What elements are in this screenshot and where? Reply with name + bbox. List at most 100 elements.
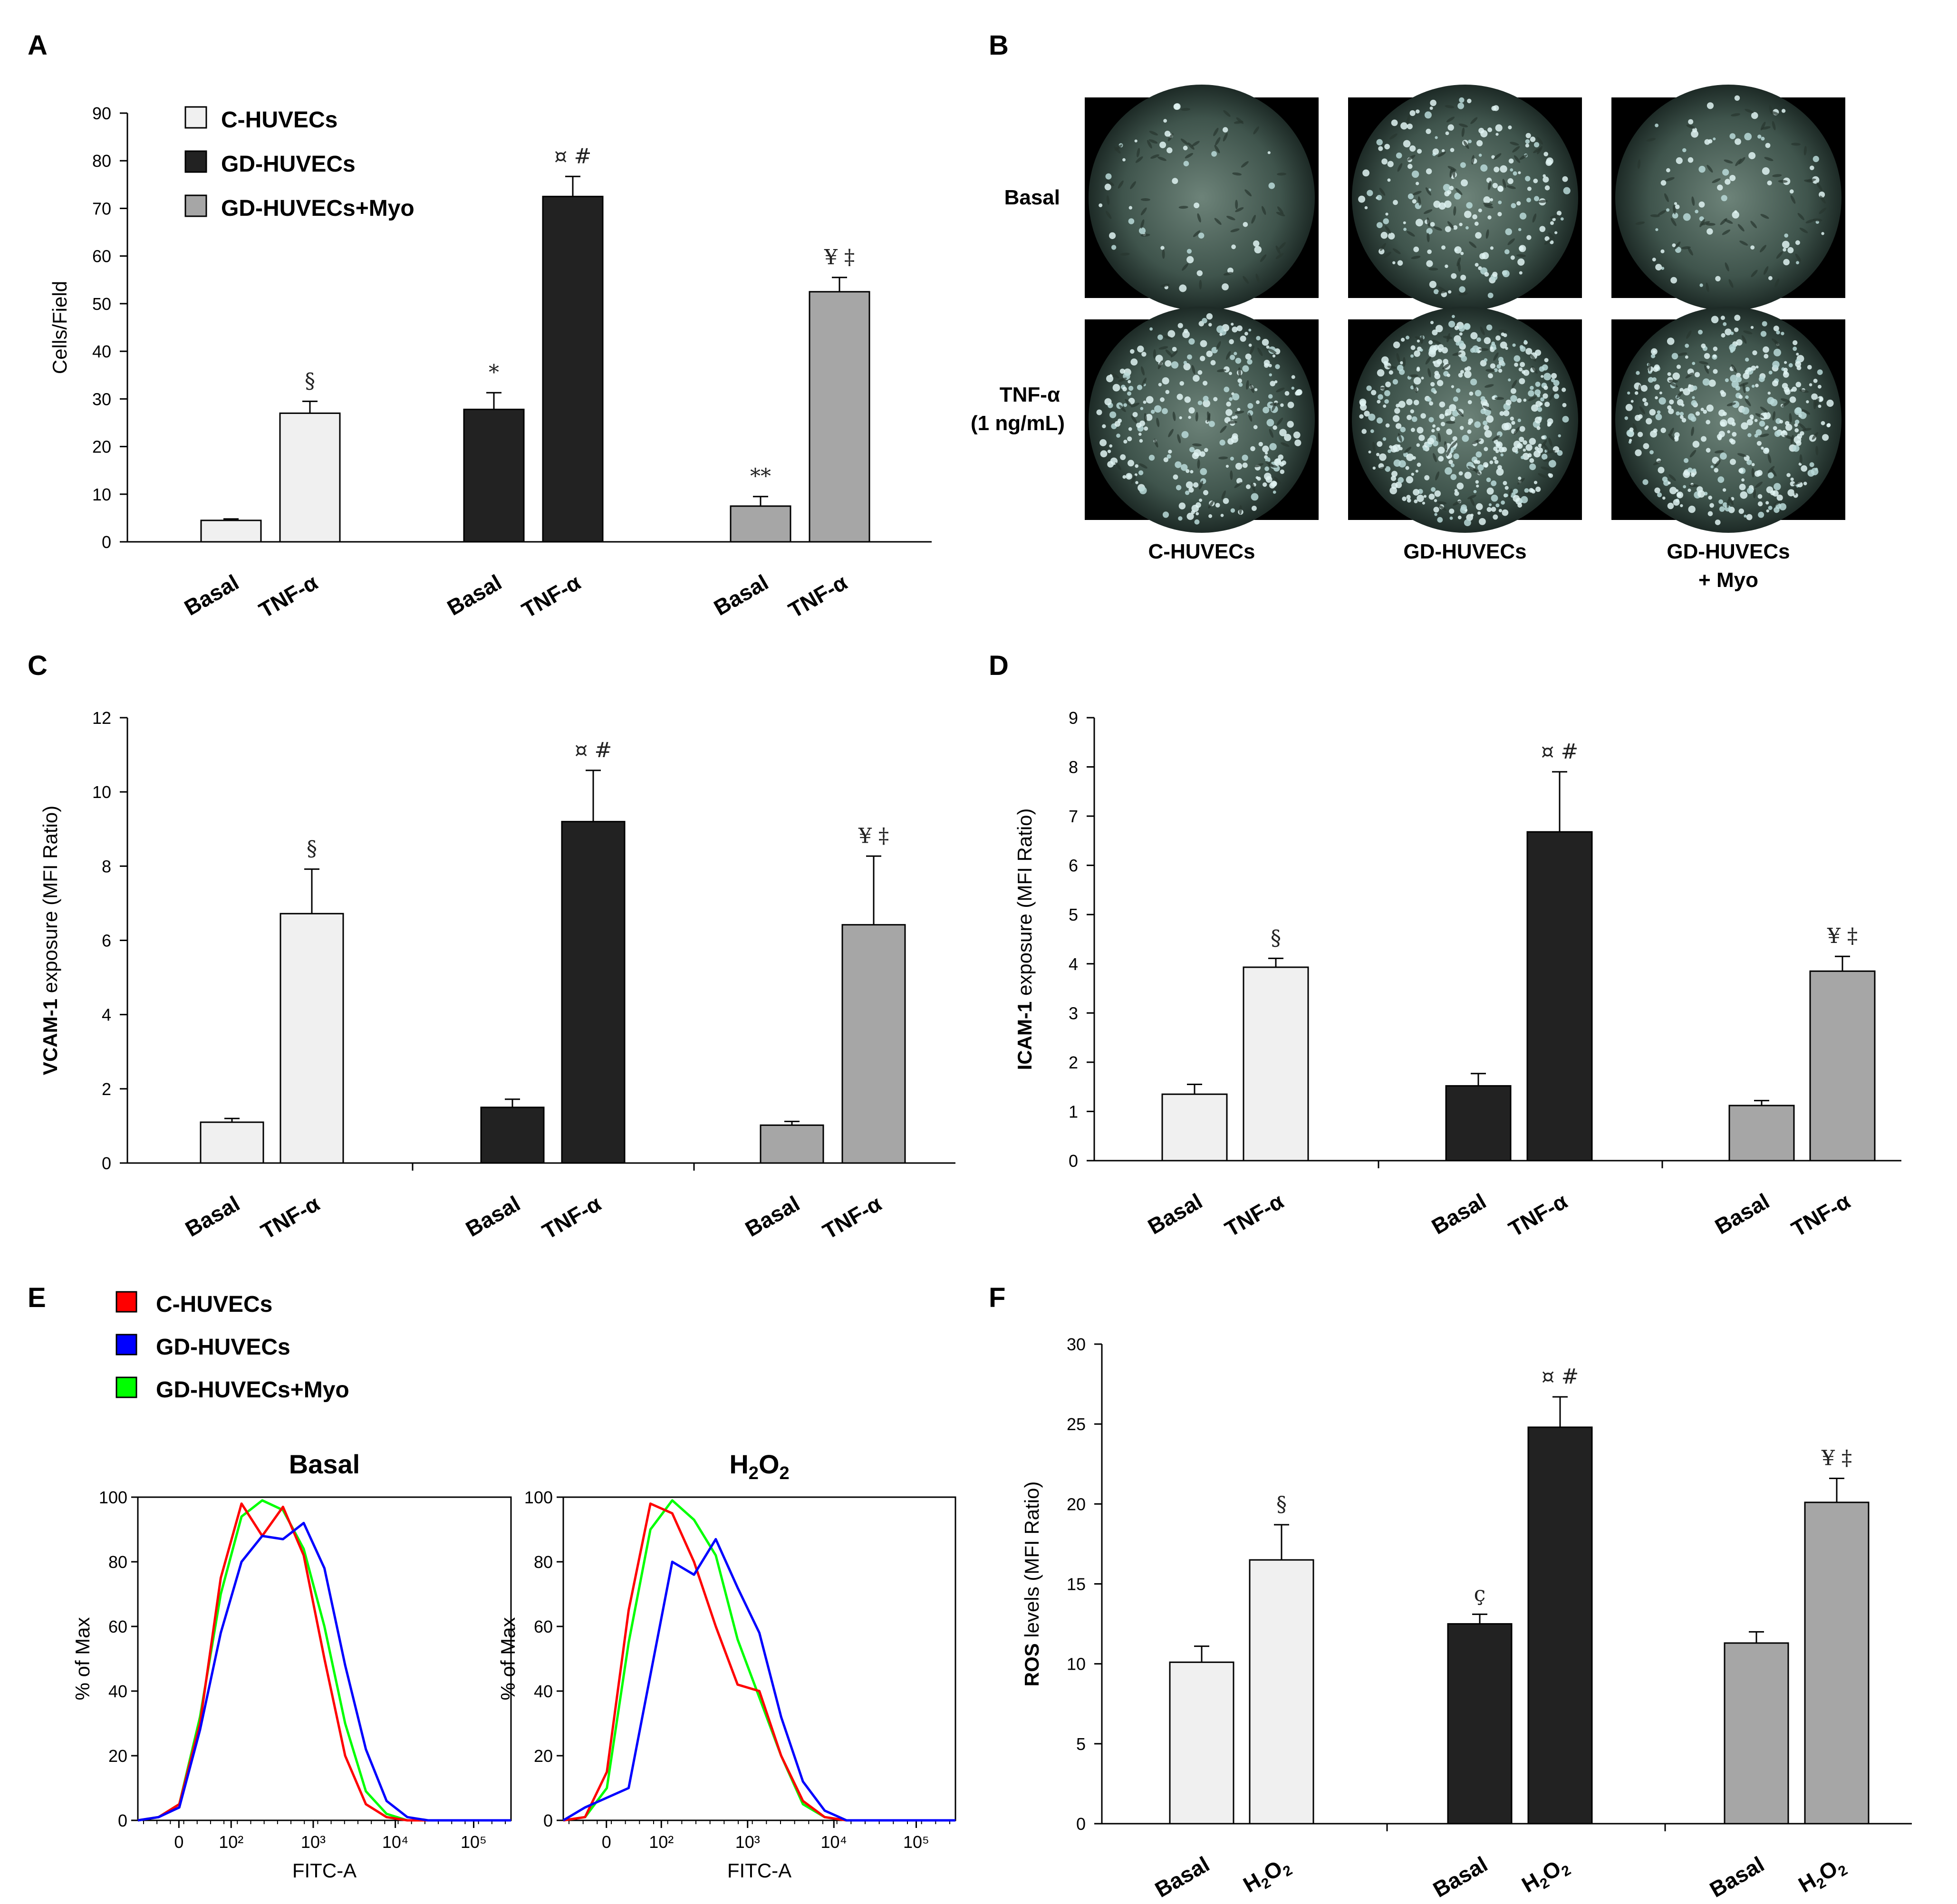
panel-label-b: B [989,30,1009,61]
cell-dot [1460,275,1466,280]
cell-dot [1417,427,1424,434]
cell-dot [1398,401,1406,408]
cell-dot [1707,511,1713,517]
cell-dot [1430,99,1436,106]
cell-dot [1520,362,1525,367]
cell-body [1519,154,1528,160]
cell-dot [1529,438,1536,445]
cell-body [1508,489,1512,498]
cell-dot [1493,514,1498,520]
cell-dot [1514,355,1521,362]
cell-body [1396,353,1400,363]
x-tick-label: 10⁵ [903,1832,929,1852]
cell-dot [1644,402,1649,406]
cell-body [1530,354,1536,362]
cell-dot [1715,519,1721,525]
cell-dot [1417,149,1422,154]
cell-dot [1438,456,1444,462]
cell-dot [1496,364,1501,369]
cell-dot [1128,218,1135,224]
cell-dot [1122,158,1126,162]
cell-dot [1406,453,1414,462]
cell-dot [1206,313,1213,320]
x-category-label-tnf: TNF-α [538,1191,605,1244]
cell-dot [1197,400,1203,405]
cell-dot [1774,431,1781,437]
significance-mark: § [307,837,317,861]
cell-body [1167,133,1174,142]
x-category-label-basal: Basal [1427,1189,1490,1239]
cell-dot [1487,127,1493,133]
cell-dot [1486,324,1493,331]
cell-dot [1680,504,1683,508]
y-tick-label: 4 [1069,954,1078,974]
cell-dot [1494,439,1498,444]
cell-dot [1763,346,1769,353]
cell-dot [1813,378,1818,383]
cell-dot [1793,346,1797,351]
significance-mark: ¥ ‡ [1827,924,1858,948]
cell-dot [1234,415,1238,419]
cell-dot [1254,388,1258,391]
cell-body [1118,180,1124,189]
panel-e-h2o2-histogram: 0 20 40 60 80 100 0 10² 10³ 10⁴ 10⁵ FITC-A % of Max H… [497,1449,956,1882]
cell-dot [1542,176,1549,183]
cell-dot [1476,337,1481,342]
cell-body [1380,243,1386,251]
cell-dot [1429,280,1436,288]
cell-body [1379,386,1389,390]
cell-body [1706,164,1713,173]
cell-dot [1552,385,1559,392]
cell-body [1760,214,1769,219]
cell-dots [1359,315,1569,527]
cell-body [1185,153,1194,159]
cell-dot [1648,377,1654,383]
cell-dot [1397,260,1403,266]
cell-body [1456,409,1464,417]
cell-body [1106,211,1112,219]
cell-body [1686,125,1696,129]
cell-dot [1200,340,1207,347]
cell-dot [1428,349,1436,357]
cell-dot [1410,345,1416,350]
y-tick-label: 5 [1069,905,1078,924]
cell-dot [1452,436,1457,442]
cell-dot [1551,378,1555,383]
cell-dot [1781,109,1786,113]
y-tick-label: 5 [1076,1734,1086,1754]
cell-dot [1676,365,1681,369]
cell-dot [1796,261,1799,265]
cell-body [1533,147,1542,154]
cell-dot [1424,111,1432,119]
cell-dot [1530,136,1536,142]
significance-mark: ¥ ‡ [824,245,855,269]
cell-dot [1130,349,1135,354]
cell-dot [1720,421,1726,427]
cell-body [1139,463,1147,469]
cell-dot [1747,367,1752,372]
cell-dot [1387,161,1394,167]
cell-dot [1682,148,1687,153]
cell-dot [1411,170,1419,178]
cell-dot [1417,494,1424,502]
y-tick-label: 20 [92,437,111,457]
cell-dot [1759,376,1765,382]
cell-body [1148,139,1158,144]
cell-body [1218,456,1228,460]
legend-label-c-huvecs: C-HUVECs [221,107,337,133]
cell-dot [1138,227,1146,234]
cell-dot [1651,348,1658,355]
cell-body [1226,216,1235,221]
cell-body [1438,505,1447,511]
cell-dot [1368,451,1371,453]
cell-body [1182,263,1189,271]
cell-body [1225,351,1231,360]
cell-dot [1426,128,1431,134]
cell-dot [1279,429,1287,436]
cell-dot [1810,165,1814,171]
cell-dot [1487,292,1494,298]
cell-dot [1391,471,1398,477]
cell-body [1461,127,1465,137]
y-tick-label: 20 [534,1746,553,1766]
significance-mark: * [489,360,499,385]
